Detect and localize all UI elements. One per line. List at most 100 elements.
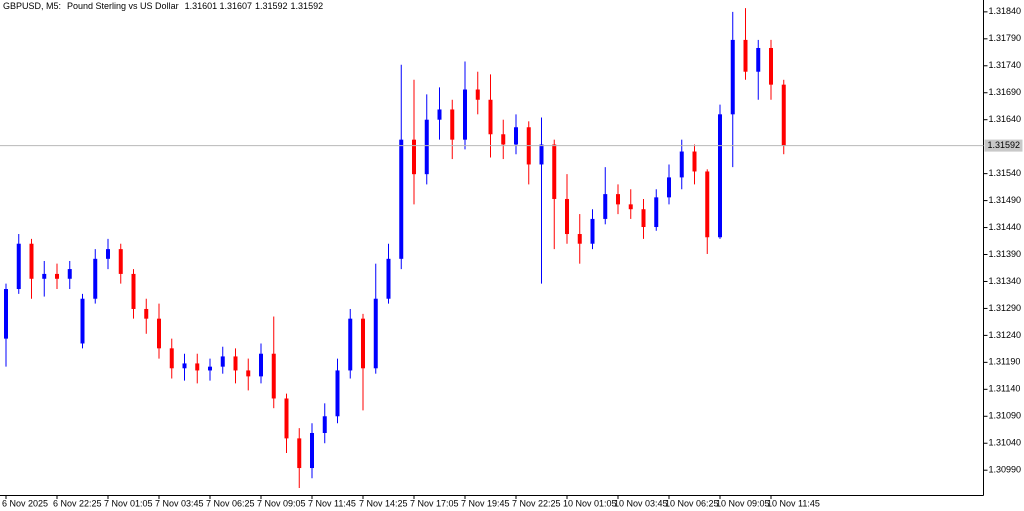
candle-body: [220, 356, 225, 367]
candle-body: [769, 47, 773, 85]
candle-body: [322, 416, 327, 433]
x-tick-label: 10 Nov 03:45: [614, 498, 668, 508]
symbol: GBPUSD, M5:: [3, 1, 61, 11]
candle-body: [603, 194, 608, 219]
candle-body: [475, 89, 480, 100]
candle-body: [730, 39, 735, 115]
x-tick-label: 6 Nov 22:25: [53, 498, 102, 508]
candle-body: [705, 171, 710, 238]
candle-body: [169, 348, 174, 369]
y-tick-label: 1.31290: [989, 303, 1022, 313]
candle-body: [488, 99, 493, 135]
candle-body: [399, 139, 404, 259]
candle-body: [246, 370, 251, 377]
x-tick-label: 7 Nov 01:05: [104, 498, 153, 508]
candle-body: [284, 398, 289, 439]
candle-body: [310, 432, 314, 469]
candle-body: [233, 356, 238, 371]
quote-close: 1.31592: [291, 1, 324, 11]
candle-body: [590, 218, 595, 244]
candle-body: [118, 249, 123, 274]
candle-body: [297, 438, 302, 469]
y-tick-label: 1.31490: [989, 195, 1022, 205]
candle-body: [743, 39, 748, 72]
candle-body: [271, 353, 276, 399]
candle-body: [106, 249, 110, 259]
y-tick-label: 1.31090: [989, 411, 1022, 421]
candle-body: [373, 298, 378, 369]
candle-body: [361, 318, 365, 369]
y-tick-label: 1.31140: [989, 384, 1021, 394]
y-tick-label: 1.30990: [989, 465, 1022, 475]
candle-body: [412, 139, 416, 175]
candle-body: [781, 84, 786, 146]
candle-body: [348, 318, 353, 371]
candle-body: [131, 273, 136, 309]
x-tick-label: 7 Nov 22:25: [512, 498, 561, 508]
candle-body: [386, 258, 391, 299]
y-tick-label: 1.31540: [989, 168, 1022, 178]
bid-label-box: [984, 139, 1023, 152]
x-tick-label: 7 Nov 14:25: [359, 498, 408, 508]
y-tick-label: 1.31440: [989, 222, 1022, 232]
y-tick-label: 1.31240: [989, 330, 1022, 340]
x-tick-label: 7 Nov 03:45: [155, 498, 204, 508]
candle-body: [463, 89, 467, 140]
candle-body: [539, 144, 544, 165]
y-tick-label: 1.31690: [989, 87, 1022, 97]
x-tick-label: 6 Nov 2025: [2, 498, 48, 508]
y-tick-label: 1.31790: [989, 33, 1022, 43]
quote-high: 1.31607: [219, 1, 252, 11]
chart-header: GBPUSD, M5: Pound Sterling vs US Dollar 1.…: [3, 1, 323, 11]
candle-body: [679, 151, 684, 178]
candle-body: [29, 243, 34, 279]
candle-body: [718, 114, 722, 238]
y-tick-label: 1.31340: [989, 276, 1022, 286]
candle-body: [16, 243, 21, 290]
candle-body: [501, 134, 506, 145]
candle-body: [641, 209, 646, 228]
y-tick-label: 1.31040: [989, 438, 1022, 448]
y-tick-label: 1.31740: [989, 60, 1022, 70]
quote-low: 1.31592: [255, 1, 288, 11]
candle-body: [756, 47, 761, 72]
candle-body: [565, 198, 569, 235]
candle-body: [144, 308, 149, 319]
x-tick-label: 7 Nov 09:05: [257, 498, 306, 508]
y-tick-label: 1.31640: [989, 114, 1022, 124]
candle-body: [93, 258, 98, 299]
candle-body: [182, 363, 187, 369]
candle-body: [437, 109, 442, 120]
y-tick-label: 1.31190: [989, 357, 1021, 367]
bid-label: 1.31592: [988, 140, 1021, 150]
description: Pound Sterling vs US Dollar: [67, 1, 179, 11]
candle-body: [667, 177, 671, 198]
candle-body: [552, 144, 557, 199]
candle-body: [335, 370, 340, 417]
candle-body: [628, 204, 633, 210]
candle-body: [55, 273, 59, 279]
candle-body: [616, 194, 620, 205]
candle-body: [208, 366, 212, 371]
candle-body: [424, 119, 429, 175]
x-tick-label: 10 Nov 06:25: [665, 498, 719, 508]
quote-open: 1.31601: [185, 1, 218, 11]
y-tick-label: 1.31390: [989, 249, 1022, 259]
candle-body: [577, 234, 582, 244]
candle-body: [692, 151, 697, 172]
x-tick-label: 10 Nov 09:05: [716, 498, 770, 508]
candle-body: [42, 273, 47, 279]
candle-body: [514, 127, 518, 145]
y-tick-label: 1.31840: [989, 6, 1022, 16]
candle-body: [157, 318, 161, 349]
candle-body: [80, 298, 85, 344]
candle-body: [4, 289, 8, 339]
x-tick-label: 7 Nov 11:45: [308, 498, 356, 508]
candle-body: [195, 363, 200, 371]
candle-body: [67, 269, 72, 279]
x-tick-label: 7 Nov 17:05: [410, 498, 459, 508]
candle-body: [450, 109, 455, 140]
x-tick-label: 10 Nov 01:05: [563, 498, 617, 508]
